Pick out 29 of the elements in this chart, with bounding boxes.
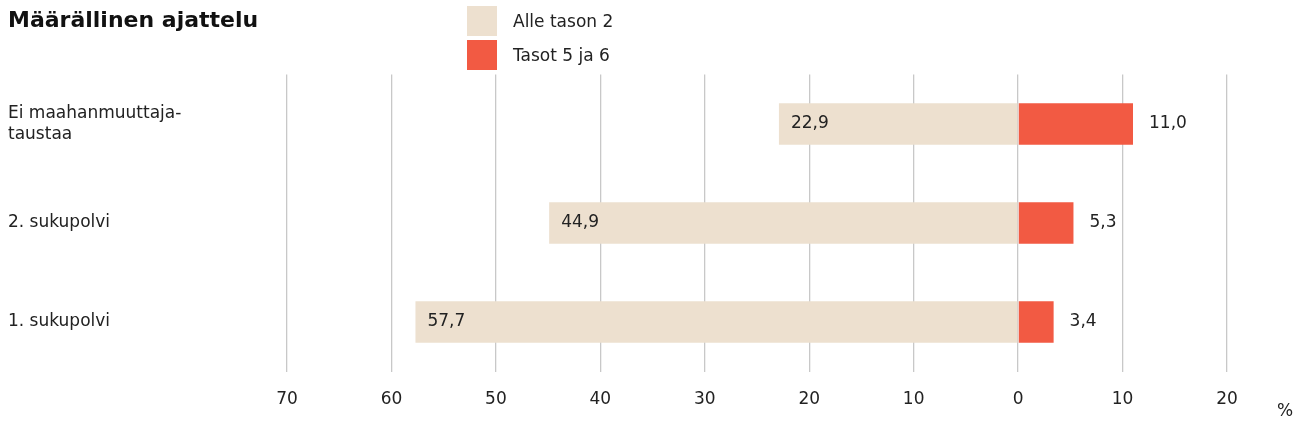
data-label: 5,3 bbox=[1089, 211, 1117, 232]
y-tick-label: 2. sukupolvi bbox=[8, 211, 111, 232]
y-tick-label: 1. sukupolvi bbox=[8, 310, 111, 331]
x-tick-label: 20 bbox=[1216, 388, 1238, 409]
bar bbox=[1018, 202, 1074, 244]
bar bbox=[1018, 103, 1133, 145]
x-tick-label: 50 bbox=[485, 388, 507, 409]
x-tick-label: 30 bbox=[693, 388, 716, 409]
x-tick-label: 20 bbox=[798, 388, 821, 409]
data-label: 11,0 bbox=[1149, 112, 1187, 133]
data-label: 3,4 bbox=[1069, 310, 1097, 331]
bar bbox=[1018, 301, 1054, 343]
bar bbox=[778, 103, 1018, 145]
data-label: 22,9 bbox=[790, 112, 829, 133]
x-tick-label: 0 bbox=[1012, 388, 1024, 409]
x-tick-label: 10 bbox=[1111, 388, 1134, 409]
chart-title: Määrällinen ajattelu bbox=[8, 6, 259, 32]
x-tick-label: 70 bbox=[276, 388, 298, 409]
bar bbox=[415, 301, 1018, 343]
data-label: 44,9 bbox=[561, 211, 600, 232]
x-tick-label: 10 bbox=[902, 388, 925, 409]
y-tick-label: Ei maahanmuuttaja-taustaa bbox=[8, 102, 182, 143]
legend-label: Tasot 5 ja 6 bbox=[513, 45, 610, 65]
legend-label: Alle tason 2 bbox=[513, 11, 614, 31]
x-tick-label: 40 bbox=[589, 388, 612, 409]
x-tick-label: 60 bbox=[380, 388, 403, 409]
x-axis-title: % bbox=[1277, 400, 1294, 421]
data-label: 57,7 bbox=[427, 310, 466, 331]
bar bbox=[549, 202, 1018, 244]
